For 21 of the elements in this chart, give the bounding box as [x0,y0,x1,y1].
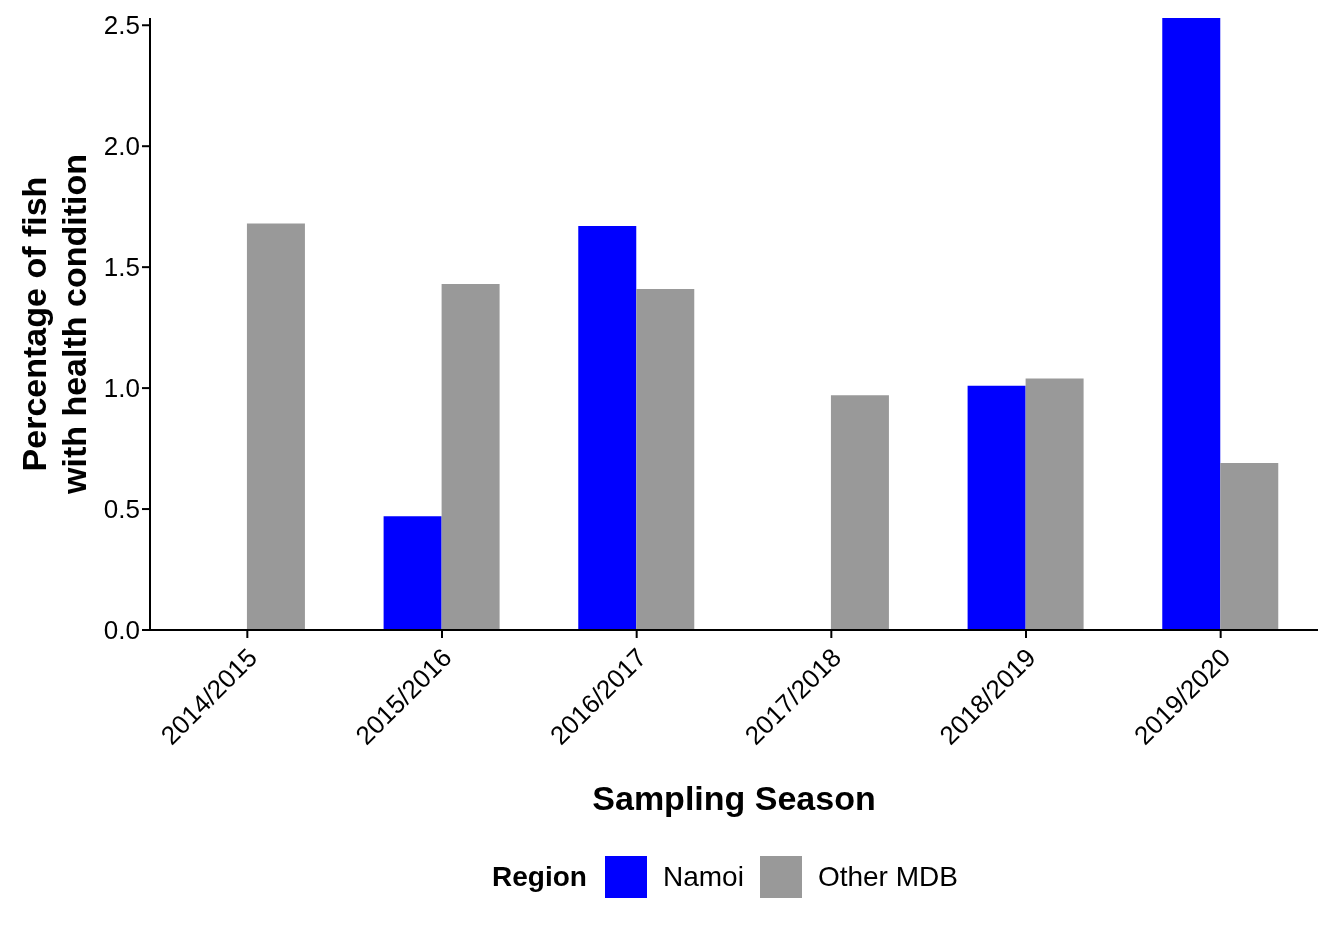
bar [1162,18,1221,630]
legend-label: Namoi [662,861,744,893]
bar [636,288,695,630]
y-tick-label: 2.5 [103,10,140,41]
y-tick-label: 0.5 [103,494,140,525]
bar [1220,463,1279,630]
y-tick-label: 1.0 [103,373,140,404]
bar [578,226,637,630]
bar [830,395,889,630]
y-tick-label: 0.0 [103,615,140,646]
y-tick-label: 1.5 [103,252,140,283]
bar [441,284,500,630]
legend-label: Other MDB [817,861,958,893]
y-axis-title: Percentage of fish with health condition [15,154,93,495]
bar [967,385,1026,630]
legend-title: Region [492,861,587,893]
bar [1025,378,1084,630]
bar [246,223,305,630]
y-tick-label: 2.0 [103,131,140,162]
bar [383,516,442,630]
x-axis-title: Sampling Season [592,779,876,817]
